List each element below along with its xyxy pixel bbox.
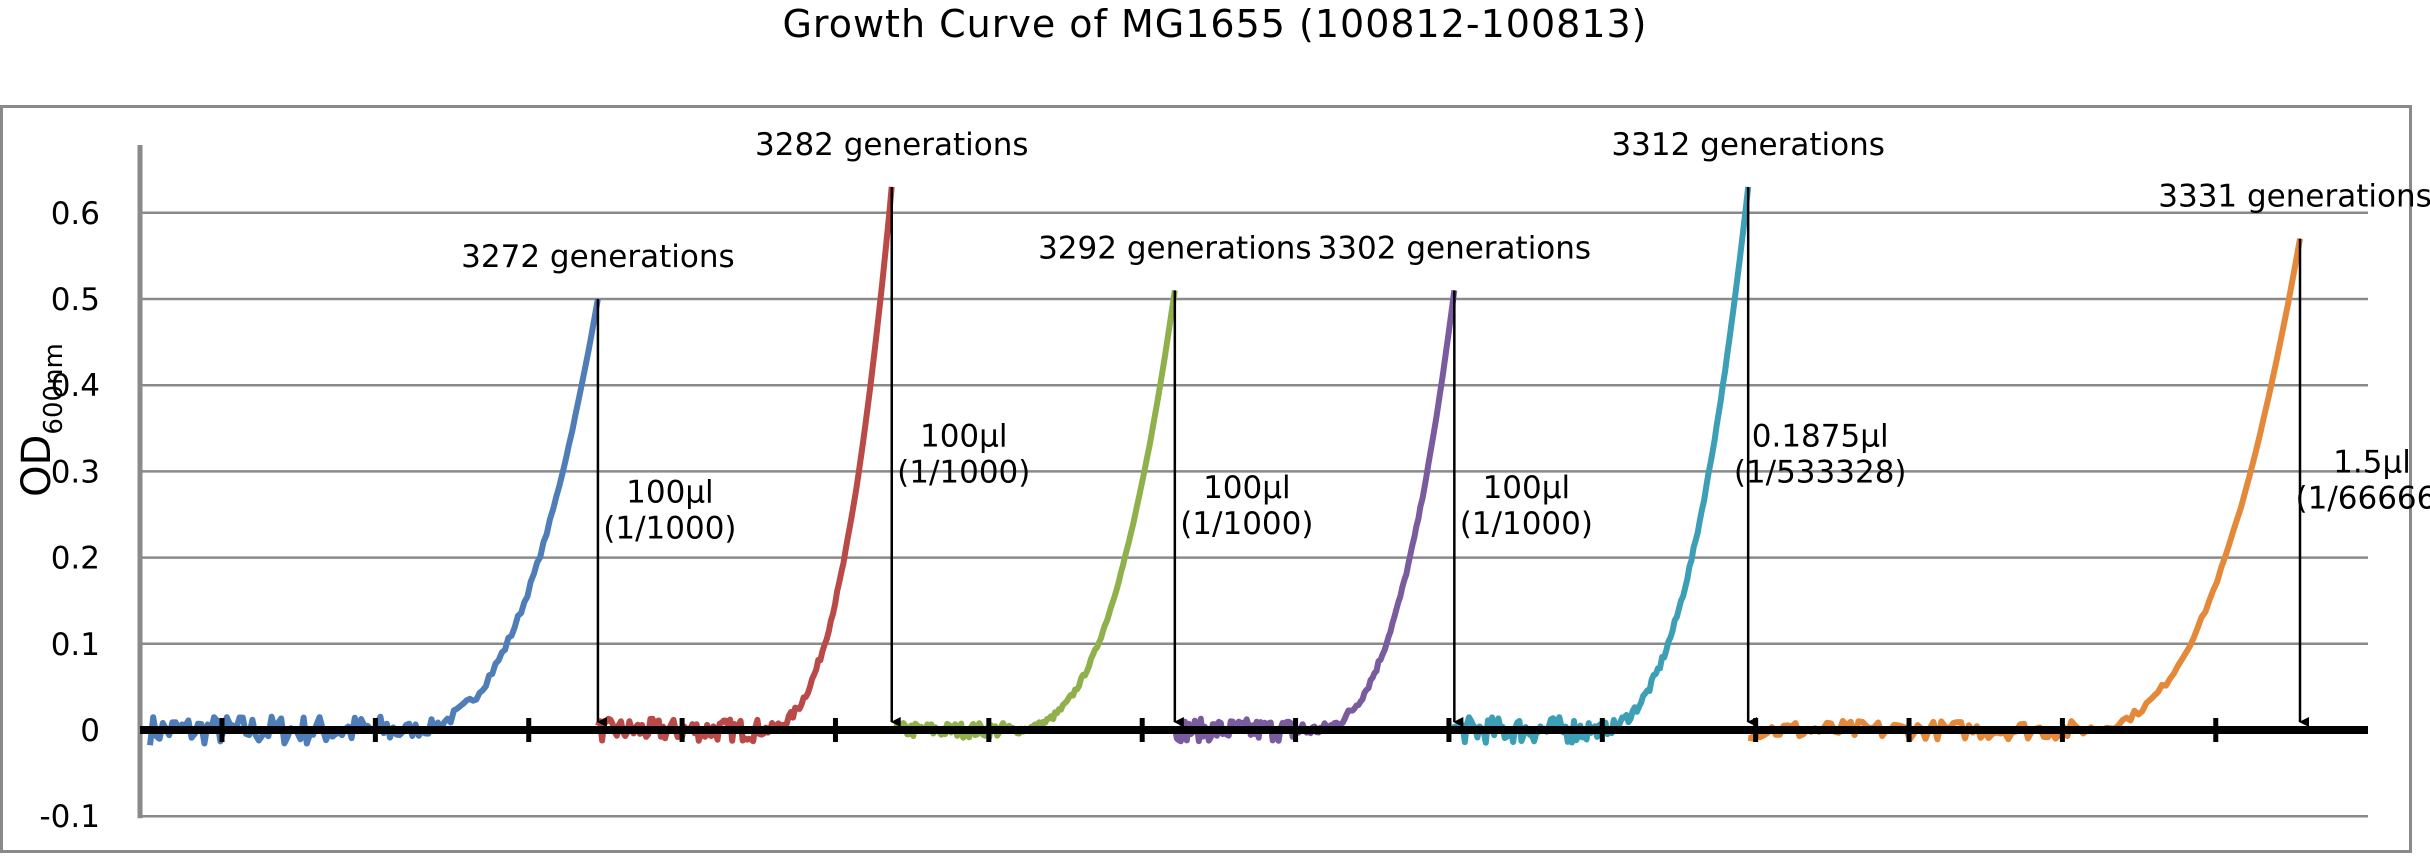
y-tick-label: 0.3	[51, 454, 100, 490]
annotation-dilution-6: (1/66666)	[2296, 480, 2430, 516]
y-tick-label: 0	[80, 713, 100, 749]
chart-title: Growth Curve of MG1655 (100812-100813)	[782, 2, 1648, 46]
y-tick-label: 0.2	[51, 541, 100, 577]
series-line-2	[595, 186, 895, 745]
zero-baseline	[140, 718, 2368, 742]
annotation-generations-4: 3302 generations	[1318, 230, 1592, 266]
plot-area-frame	[0, 105, 2412, 853]
annotation-generations-6: 3331 generations	[2158, 179, 2430, 215]
y-axis-label-subscript: 600nm	[39, 343, 69, 434]
annotation-dilution-4: (1/1000)	[1460, 506, 1593, 542]
gridlines	[140, 211, 2368, 818]
y-tick-label: 0.1	[51, 627, 100, 663]
annotation-generations-1: 3272 generations	[461, 239, 735, 275]
annotation-volume-6: 1.5μl	[2333, 444, 2411, 480]
annotation-dilution-3: (1/1000)	[1180, 506, 1313, 542]
annotation-generations-2: 3282 generations	[755, 127, 1029, 163]
annotation-volume-3: 100μl	[1203, 470, 1291, 506]
annotation-generations-5: 3312 generations	[1611, 127, 1885, 163]
annotation-dilution-5: (1/533328)	[1734, 454, 1907, 490]
series-line-1	[147, 298, 601, 747]
annotation-dilution-2: (1/1000)	[897, 454, 1030, 490]
annotation-volume-4: 100μl	[1483, 470, 1571, 506]
annotation-volume-5: 0.1875μl	[1752, 418, 1889, 454]
y-axis-label-main: OD	[14, 435, 60, 497]
y-tick-label: 0.4	[51, 368, 100, 404]
series-line-3	[892, 289, 1178, 741]
y-tick-label: 0.5	[51, 282, 100, 318]
y-tick-label: -0.1	[40, 799, 101, 835]
y-tick-labels: -0.1 0 0.1 0.2 0.3 0.4 0.5 0.6	[40, 196, 101, 835]
annotation-dilution-1: (1/1000)	[603, 511, 736, 547]
annotation-generations-3: 3292 generations	[1038, 230, 1312, 266]
annotation-volume-1: 100μl	[626, 475, 714, 511]
y-axis-label: OD600nm	[14, 343, 69, 497]
series-line-5	[1451, 186, 1752, 746]
annotation-volume-2: 100μl	[920, 418, 1008, 454]
y-tick-label: 0.6	[51, 196, 100, 232]
